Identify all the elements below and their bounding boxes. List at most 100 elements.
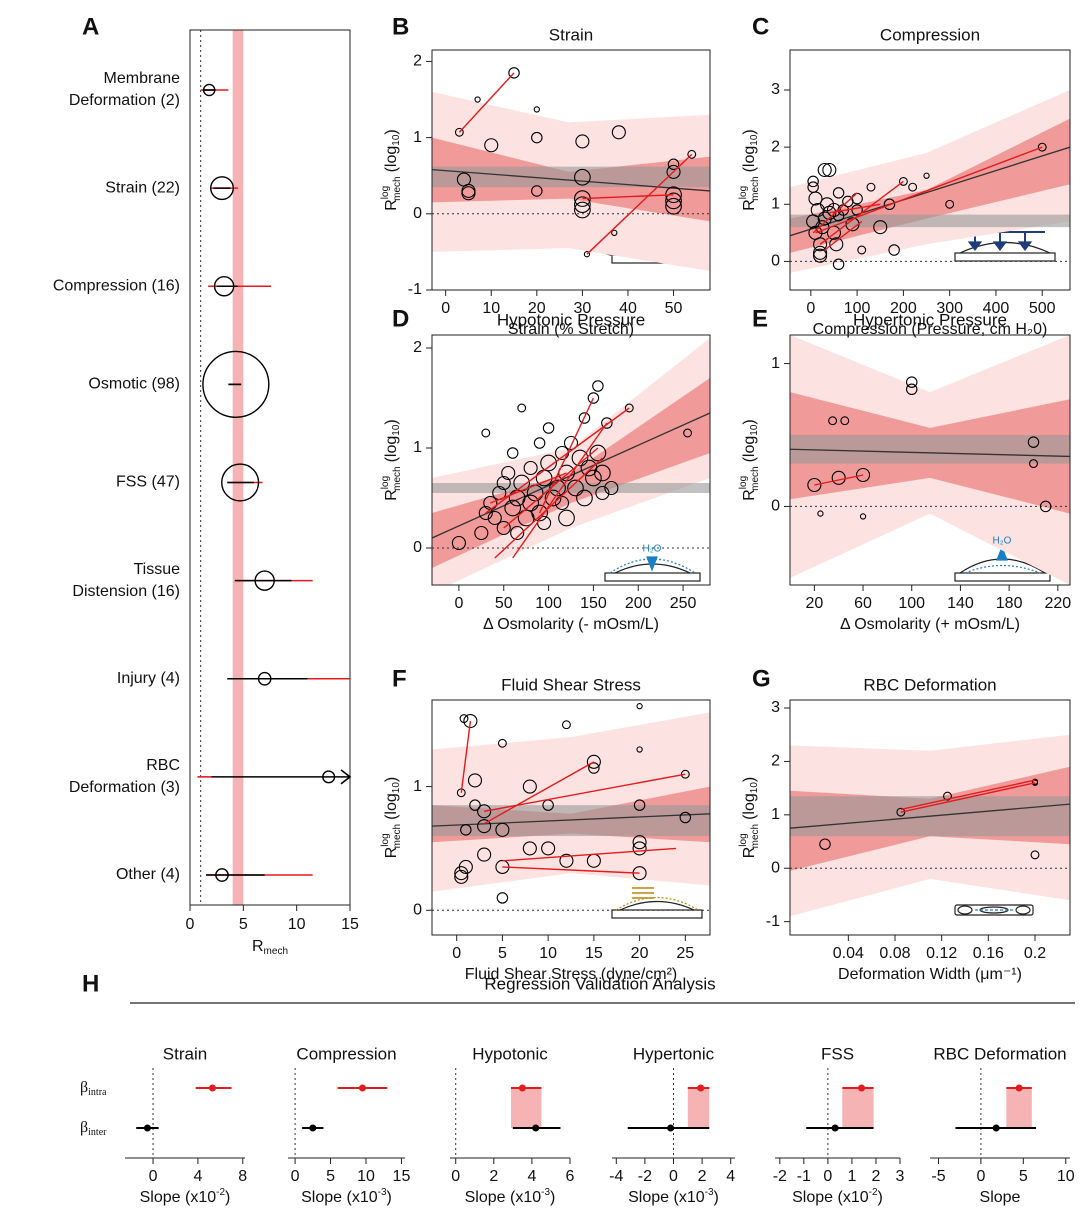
category-label: Tissue [133,561,180,578]
study-line [814,474,864,486]
x-axis-label: Deformation Width (μm⁻¹) [838,966,1022,983]
y-tick-label: 2 [771,753,780,770]
study-point [477,819,492,834]
study-point [540,454,557,472]
study-point [687,149,697,159]
study-point [533,437,546,449]
plot-area [790,335,1070,585]
row-label: βintra [80,1079,107,1099]
y-tick-label: 3 [771,81,780,98]
study-line [460,720,472,793]
x-tick-label: 0 [186,916,195,933]
x-tick-label: 0 [451,1168,460,1185]
effect-circle [254,570,275,591]
study-point [451,535,466,551]
study-point [517,403,527,413]
panel-letter: D [392,305,409,332]
y-label-main: R [741,199,758,211]
chart-title: Fluid Shear Stress [501,675,641,694]
study-point [523,460,538,476]
study-point [474,525,489,541]
effect-circle [202,350,270,419]
y-tick-label: 1 [413,129,422,146]
study-point [501,465,516,481]
x-axis-label: Slope (x10-3) [301,1187,392,1207]
panel-letter: E [752,305,768,332]
x-label-sup: -3 [541,1187,550,1198]
y-tick-label: 2 [413,339,422,356]
effect-circle [210,176,234,201]
y-label-sub: mech [392,176,403,200]
slope-estimate [143,1124,151,1132]
x-tick-label: 2 [489,1168,498,1185]
study-point [461,186,476,201]
study-point [531,504,548,522]
study-point [575,134,590,149]
study-point [522,841,537,856]
category-label: Distension (16) [72,583,180,600]
study-point [583,251,591,258]
y-tick-label: 0 [413,539,422,556]
y-label-unit-sub: 10 [391,782,402,794]
x-axis-label: Slope (x10-2) [792,1187,883,1207]
x-tick-label: 10 [288,916,306,933]
x-tick-label: 5 [239,916,248,933]
study-point [456,172,471,187]
plot-area [432,703,710,911]
y-axis-label: Rlogmech (log10) [380,419,403,501]
x-tick-label: 0.12 [926,945,957,962]
chart-title: Hypertonic Pressure [853,310,1007,329]
x-tick-label: 15 [393,1168,411,1185]
study-line [483,773,686,813]
y-label-main: R [741,847,758,859]
x-tick-label: 6 [566,1168,575,1185]
x-tick-label: 40 [619,300,637,317]
x-axis-label: Rmech [252,938,288,956]
icon-hypertonic [954,545,1051,582]
study-point [945,199,955,209]
study-point [633,799,646,811]
category-label: Other (4) [116,866,180,883]
study-point [469,799,481,811]
x-tick-label: 4 [527,1168,536,1185]
panel-title: FSS [821,1044,854,1063]
chart-title: Hypotonic Pressure [497,310,645,329]
x-tick-label: 100 [898,595,925,612]
study-point [458,859,473,875]
x-tick-label: 60 [854,595,872,612]
pooled-band [790,435,1070,464]
study-line [512,422,608,559]
x-tick-label: 3 [896,1168,905,1185]
x-axis-label: Slope (x10-3) [628,1187,719,1207]
y-tick-label: 1 [413,778,422,795]
x-tick-label: 5 [1019,1168,1028,1185]
x-tick-label: 5 [498,945,507,962]
panel-letter: G [752,665,771,692]
y-tick-label: 2 [771,138,780,155]
category-label: Deformation (3) [69,779,180,796]
plot-frame [431,49,711,291]
category-label: Injury (4) [117,670,180,687]
x-tick-label: 0 [454,595,463,612]
x-tick-label: -2 [638,1168,652,1185]
y-label-unit-sub: 10 [391,134,402,146]
y-tick-label: 0 [771,498,780,515]
study-point [667,158,680,171]
y-label-close: ) [741,129,758,134]
study-point [857,245,867,255]
study-point [588,762,600,774]
panel-title: Hypertonic [633,1044,715,1063]
study-line [812,192,858,234]
pooled-band [790,214,1070,228]
study-point [587,392,600,404]
slope-estimate [208,1084,216,1092]
study-line [900,782,1036,813]
y-label-unit: (log [383,146,400,173]
x-tick-label: 50 [495,595,513,612]
study-point [454,869,469,884]
row-label-sub: inter [88,1127,107,1138]
study-point [883,198,896,211]
study-point [474,96,481,103]
study-point [487,510,502,526]
